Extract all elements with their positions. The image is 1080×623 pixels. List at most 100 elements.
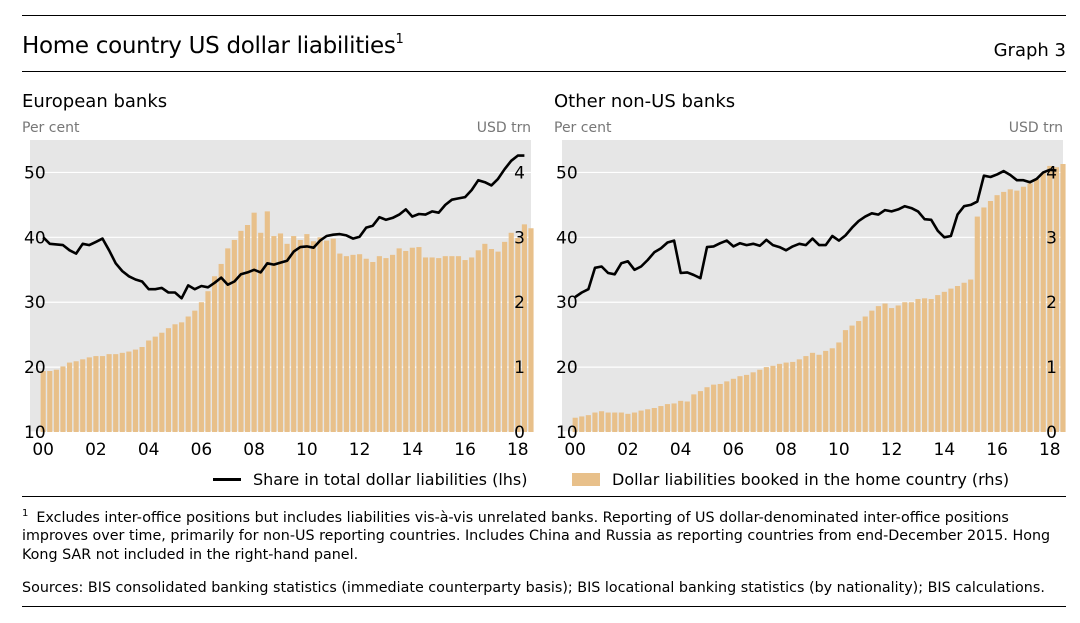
bar bbox=[882, 303, 888, 432]
bar bbox=[757, 369, 763, 432]
bar bbox=[1047, 165, 1053, 432]
bar bbox=[436, 258, 442, 432]
x-tick-label: 18 bbox=[507, 440, 529, 460]
legend-line-entry: Share in total dollar liabilities (lhs) bbox=[213, 470, 527, 489]
bar bbox=[126, 351, 132, 432]
bar bbox=[60, 366, 66, 432]
bar bbox=[172, 324, 178, 432]
bar bbox=[816, 354, 822, 432]
left-tick-label: 40 bbox=[556, 228, 578, 248]
x-tick-label: 16 bbox=[454, 440, 476, 460]
bar bbox=[264, 211, 270, 432]
bar bbox=[836, 342, 842, 432]
bar bbox=[409, 247, 415, 432]
bar bbox=[99, 356, 106, 432]
bar bbox=[251, 212, 257, 432]
bar bbox=[515, 237, 521, 432]
bar bbox=[856, 321, 862, 432]
bar bbox=[1014, 190, 1020, 432]
bar bbox=[205, 291, 211, 432]
bar bbox=[744, 374, 750, 432]
bar bbox=[935, 295, 941, 432]
bar bbox=[869, 310, 875, 432]
footnote-mark: 1 bbox=[22, 508, 29, 519]
x-tick-label: 00 bbox=[32, 440, 54, 460]
bar bbox=[297, 239, 303, 432]
footnote-text: Excludes inter-office positions but incl… bbox=[22, 509, 1051, 563]
bar bbox=[469, 257, 475, 432]
right-tick-label: 4 bbox=[514, 163, 525, 183]
bar bbox=[1001, 191, 1007, 432]
bar bbox=[948, 288, 954, 432]
bar bbox=[343, 256, 349, 432]
left-tick-label: 20 bbox=[556, 358, 578, 378]
bar bbox=[605, 412, 611, 432]
bar bbox=[462, 260, 468, 432]
bar bbox=[598, 411, 605, 432]
right-tick-label: 1 bbox=[514, 358, 525, 378]
bar bbox=[572, 417, 578, 432]
x-tick-label: 02 bbox=[617, 440, 639, 460]
graph-title: Home country US dollar liabilities1 bbox=[22, 32, 404, 59]
bar bbox=[928, 298, 934, 432]
bar bbox=[651, 407, 657, 432]
bar bbox=[198, 302, 204, 432]
x-tick-label: 08 bbox=[243, 440, 265, 460]
bar bbox=[363, 258, 369, 432]
x-tick-label: 02 bbox=[85, 440, 107, 460]
bottom-rule bbox=[22, 606, 1066, 607]
bar bbox=[750, 372, 756, 432]
bar bbox=[350, 254, 356, 432]
bar bbox=[658, 406, 664, 432]
left-tick-label: 50 bbox=[24, 163, 46, 183]
bar bbox=[889, 308, 895, 432]
bar bbox=[376, 256, 382, 432]
bar bbox=[717, 383, 723, 432]
bar bbox=[475, 250, 481, 432]
bar bbox=[704, 387, 710, 432]
bar bbox=[612, 412, 618, 432]
bar bbox=[724, 381, 730, 432]
bar bbox=[502, 241, 508, 432]
bar-series bbox=[572, 164, 1066, 432]
bar bbox=[592, 412, 598, 432]
legend-bar-swatch bbox=[572, 473, 600, 486]
bar bbox=[921, 298, 928, 432]
right-tick-label: 1 bbox=[1046, 358, 1057, 378]
bar bbox=[618, 412, 624, 432]
x-tick-label: 10 bbox=[296, 440, 318, 460]
x-tick-label: 06 bbox=[191, 440, 213, 460]
bar bbox=[528, 228, 534, 432]
bar bbox=[86, 357, 92, 432]
right-axis-unit-european: USD trn bbox=[476, 120, 531, 136]
bar bbox=[304, 234, 310, 432]
bar bbox=[132, 349, 139, 432]
bar bbox=[244, 225, 251, 432]
bar bbox=[291, 236, 297, 432]
x-tick-label: 04 bbox=[670, 440, 692, 460]
bar bbox=[330, 238, 336, 432]
right-tick-label: 3 bbox=[514, 228, 525, 248]
bar bbox=[277, 233, 284, 432]
x-tick-label: 12 bbox=[349, 440, 371, 460]
left-tick-label: 30 bbox=[556, 293, 578, 313]
bar bbox=[678, 400, 684, 432]
bar bbox=[684, 401, 690, 432]
bar bbox=[823, 350, 829, 432]
bar bbox=[508, 232, 514, 432]
bar bbox=[370, 261, 376, 432]
bar bbox=[146, 340, 152, 432]
graph-title-text: Home country US dollar liabilities bbox=[22, 33, 396, 59]
bar bbox=[284, 243, 290, 432]
bar bbox=[730, 378, 736, 432]
bar bbox=[422, 257, 429, 432]
bar bbox=[908, 302, 914, 432]
bar bbox=[324, 240, 330, 432]
x-tick-label: 14 bbox=[402, 440, 424, 460]
title-rule bbox=[22, 71, 1066, 72]
legend-line-swatch bbox=[213, 478, 241, 481]
left-axis-unit-european: Per cent bbox=[22, 120, 80, 136]
right-tick-label: 0 bbox=[514, 423, 525, 443]
bar bbox=[482, 243, 488, 432]
